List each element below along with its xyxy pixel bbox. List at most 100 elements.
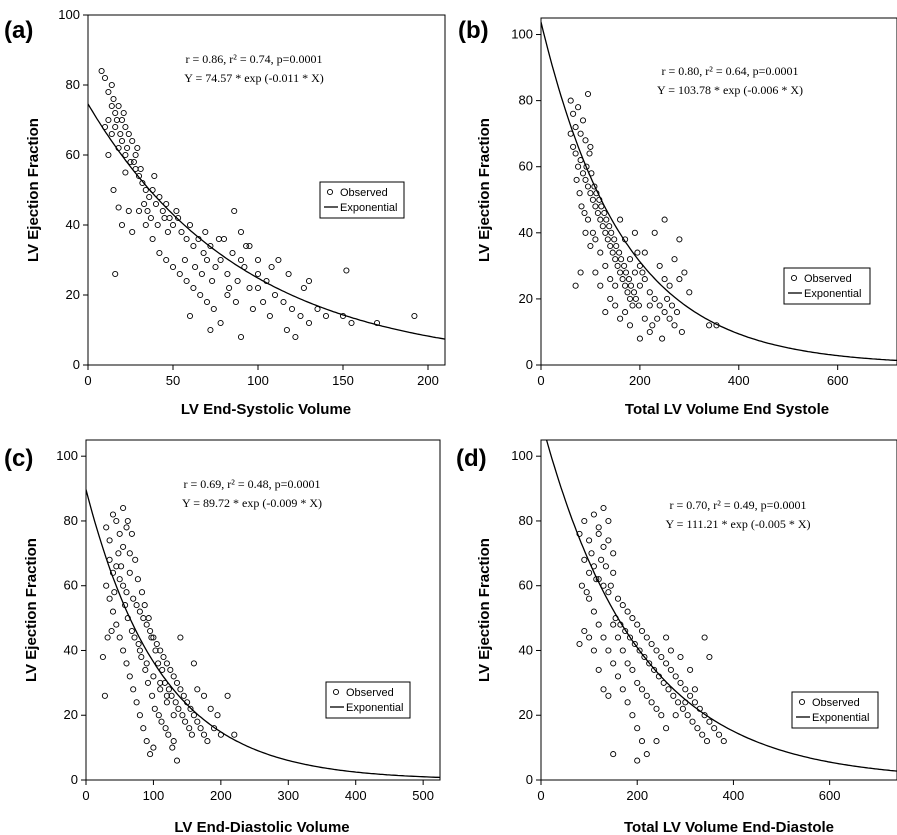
x-tick-label: 500 (412, 788, 434, 803)
observed-point (120, 543, 127, 550)
observed-point (582, 176, 589, 183)
legend: Observed Exponential (319, 181, 405, 219)
observed-point (243, 242, 250, 250)
stats-line-2: Y = 103.78 * exp (-0.006 * X) (657, 83, 803, 97)
legend-box (325, 681, 411, 719)
observed-point (141, 200, 148, 208)
observed-point (641, 249, 648, 256)
observed-point (348, 319, 355, 327)
observed-point (720, 738, 727, 745)
observed-point (214, 712, 221, 719)
observed-point (128, 627, 135, 635)
y-tick-label: 20 (519, 707, 533, 722)
observed-point (576, 190, 583, 197)
observed-point (285, 270, 292, 278)
x-axis-title: LV End-Systolic Volume (181, 401, 351, 418)
observed-point (106, 595, 113, 602)
observed-point (150, 744, 157, 751)
observed-point (157, 686, 164, 693)
observed-point (677, 653, 684, 661)
y-tick-label: 100 (58, 7, 80, 22)
observed-point (592, 269, 599, 276)
observed-point (583, 589, 590, 596)
observed-point (587, 242, 594, 250)
observed-point (686, 289, 693, 296)
y-tick-label: 40 (66, 217, 80, 232)
y-tick-label: 60 (64, 578, 78, 593)
y-tick-label: 20 (64, 707, 78, 722)
observed-point (678, 328, 685, 336)
observed-point (622, 282, 629, 289)
observed-point (271, 291, 279, 299)
observed-point (605, 517, 612, 525)
observed-point (212, 263, 219, 271)
observed-point (595, 524, 602, 531)
legend-observed-label: Observed (804, 273, 852, 285)
observed-point (651, 229, 658, 236)
observed-point (666, 282, 673, 289)
observed-point (202, 228, 209, 236)
observed-point (148, 634, 155, 641)
observed-point (670, 692, 677, 699)
x-tick-label: 600 (827, 373, 849, 388)
observed-point (581, 209, 588, 217)
stats-line-1: r = 0.86, r² = 0.74, p=0.0001 (186, 52, 323, 66)
observed-point (671, 256, 678, 263)
observed-point (654, 315, 661, 322)
observed-point (164, 228, 171, 236)
observed-point (581, 517, 588, 525)
x-tick-label: 0 (82, 788, 89, 803)
observed-point (661, 276, 668, 283)
observed-point (653, 738, 660, 745)
observed-point (249, 305, 256, 313)
legend-box (791, 691, 879, 729)
data-layer (86, 489, 440, 779)
observed-point (589, 229, 596, 236)
observed-point (651, 295, 658, 302)
observed-point (124, 144, 131, 152)
observed-point (711, 725, 718, 732)
observed-point (610, 569, 617, 576)
panel-d: (d) 0 20 40 60 80 100 0 200 400 600 Total LV Volume… (456, 439, 897, 835)
observed-point (190, 712, 197, 719)
observed-point (703, 738, 711, 745)
observed-point (169, 263, 177, 271)
y-axis-title: LV Ejection Fraction (25, 118, 42, 262)
observed-point (672, 712, 679, 719)
observed-point (343, 267, 350, 274)
legend-fit-label: Exponential (812, 712, 870, 724)
observed-point (175, 705, 182, 712)
observed-point (152, 200, 160, 208)
y-tick-label: 0 (71, 772, 78, 787)
observed-point (612, 256, 619, 263)
exponential-fit-line (86, 489, 440, 779)
observed-point (183, 235, 190, 243)
observed-point (169, 744, 176, 751)
observed-point (136, 712, 143, 719)
observed-point (115, 550, 122, 557)
observed-point (578, 582, 585, 589)
observed-point (663, 725, 670, 732)
y-tick-label: 60 (519, 578, 533, 593)
observed-point (168, 692, 175, 699)
observed-point (113, 621, 120, 628)
observed-point (691, 686, 698, 693)
observed-point (578, 203, 585, 210)
observed-point (163, 660, 170, 667)
observed-point (639, 269, 646, 276)
y-tick-label: 80 (64, 513, 78, 528)
observed-point (684, 712, 691, 719)
observed-point (194, 686, 201, 693)
observed-point (604, 236, 611, 243)
observed-point (143, 660, 150, 667)
observed-point (607, 295, 614, 302)
y-tick-label: 0 (526, 357, 533, 372)
stats-line-2: Y = 89.72 * exp (-0.009 * X) (182, 496, 322, 510)
observed-point (210, 305, 217, 313)
observed-point (575, 163, 582, 170)
observed-point (142, 666, 149, 673)
observed-point (599, 223, 606, 230)
observed-point (224, 692, 231, 699)
observed-point (300, 284, 307, 292)
observed-point (651, 666, 658, 673)
